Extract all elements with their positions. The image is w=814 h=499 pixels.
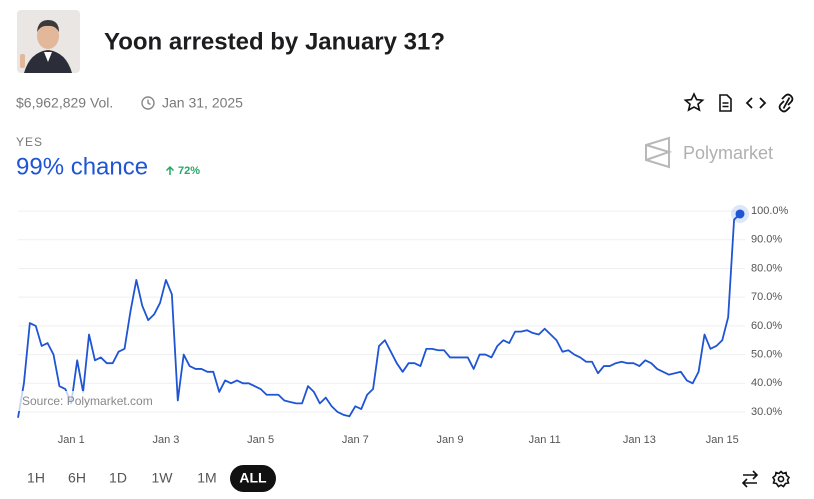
y-tick-label: 60.0% — [751, 320, 782, 332]
x-tick-label: Jan 9 — [437, 434, 464, 446]
range-button[interactable]: 1M — [197, 470, 216, 486]
clock-icon — [141, 96, 155, 110]
range-button[interactable]: 6H — [68, 470, 86, 486]
chart: 30.0% 40.0% 50.0% 60.0% 70.0% 80.0% 90.0% 100.0… — [17, 204, 789, 446]
avatar — [17, 10, 80, 73]
range-buttons: 1H 6H 1D 1W 1M ALL — [27, 465, 276, 492]
x-tick-label: Jan 11 — [529, 434, 561, 446]
y-tick-label: 40.0% — [751, 377, 782, 389]
y-tick-label: 30.0% — [751, 406, 782, 418]
range-button[interactable]: 1H — [27, 470, 45, 486]
range-selected — [230, 465, 276, 492]
logo — [645, 136, 673, 169]
x-tick-label: Jan 5 — [247, 434, 274, 446]
y-tick-label: 100.0% — [751, 205, 789, 217]
star-button[interactable] — [683, 92, 705, 112]
x-tick-label: Jan 1 — [58, 434, 85, 446]
y-tick-label: 80.0% — [751, 262, 782, 274]
embed-button[interactable] — [745, 97, 767, 109]
y-tick-label: 50.0% — [751, 348, 782, 360]
change: 72% — [178, 165, 200, 177]
price-line — [17, 213, 741, 418]
range-button[interactable]: 1W — [152, 470, 174, 486]
x-tick-label: Jan 3 — [152, 434, 179, 446]
volume: $6,962,829 Vol. — [16, 95, 113, 111]
source: Source: Polymarket.com — [22, 394, 153, 408]
range-button[interactable]: ALL — [239, 470, 267, 486]
x-tick-label: Jan 15 — [706, 434, 739, 446]
range-button[interactable]: 1D — [109, 470, 127, 486]
outcome-label: YES — [16, 135, 43, 149]
swap-button[interactable] — [741, 470, 759, 488]
x-tick-label: Jan 7 — [342, 434, 369, 446]
watermark: Polymarket — [683, 143, 773, 163]
market-title: Yoon arrested by January 31? — [104, 28, 445, 55]
change-arrow — [165, 165, 175, 175]
x-tick-label: Jan 13 — [623, 434, 656, 446]
source-backdrop — [18, 391, 170, 411]
settings-button[interactable] — [771, 470, 791, 488]
link-button[interactable] — [778, 93, 794, 113]
document-button[interactable] — [719, 94, 732, 112]
y-tick-label: 70.0% — [751, 291, 782, 303]
end-date: Jan 31, 2025 — [162, 95, 243, 111]
chance: 99% chance — [16, 153, 148, 180]
y-tick-label: 90.0% — [751, 234, 782, 246]
end-point — [735, 209, 745, 219]
